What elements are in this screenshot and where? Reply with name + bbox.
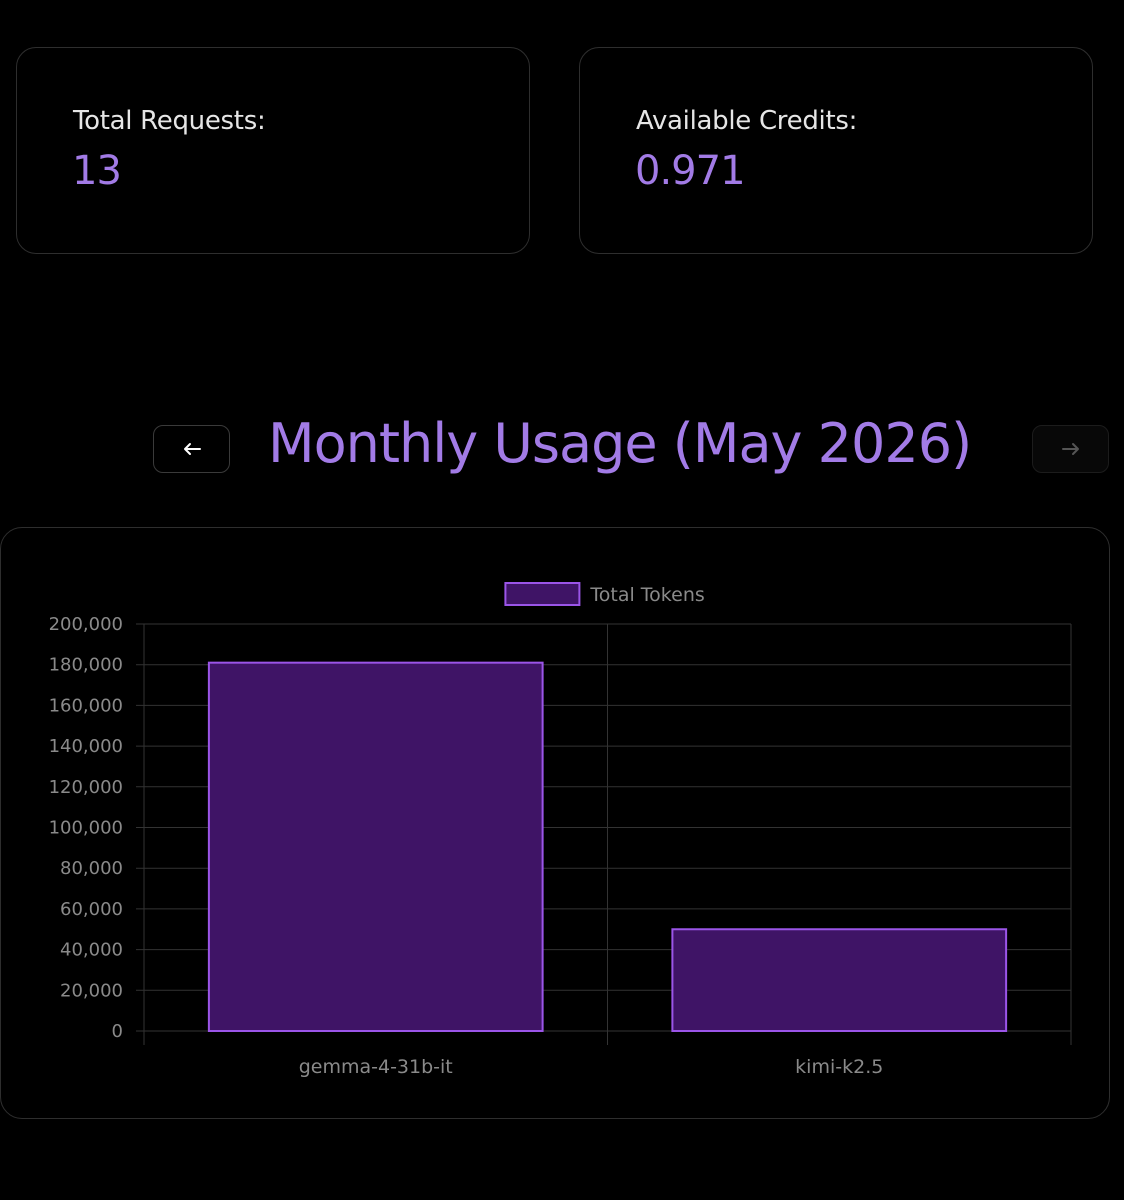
y-tick-label: 120,000 bbox=[49, 777, 123, 798]
y-tick-label: 40,000 bbox=[60, 940, 123, 961]
y-tick-label: 80,000 bbox=[60, 858, 123, 879]
y-tick-label: 60,000 bbox=[60, 899, 123, 920]
y-tick-label: 0 bbox=[112, 1021, 123, 1042]
total-requests-card: Total Requests: 13 bbox=[16, 47, 530, 254]
arrow-left-icon bbox=[183, 443, 201, 455]
arrow-right-icon bbox=[1061, 443, 1079, 455]
x-tick-label: kimi-k2.5 bbox=[795, 1056, 883, 1078]
token-usage-bar-chart: 0 20,000 40,000 60,000 80,000 100,000 120,000 1… bbox=[49, 582, 1072, 1078]
available-credits-label: Available Credits: bbox=[636, 106, 858, 136]
available-credits-card: Available Credits: 0.971 bbox=[579, 47, 1093, 254]
total-requests-label: Total Requests: bbox=[73, 106, 266, 136]
total-requests-value: 13 bbox=[72, 148, 122, 194]
available-credits-value: 0.971 bbox=[635, 148, 746, 194]
previous-month-button[interactable] bbox=[153, 425, 230, 473]
bar-gemma-4-31b-it bbox=[207, 661, 544, 1032]
monthly-usage-chart-card: 0 20,000 40,000 60,000 80,000 100,000 120,000 1… bbox=[0, 527, 1110, 1119]
legend-swatch bbox=[504, 582, 581, 606]
bar-kimi-k2.5 bbox=[671, 928, 1008, 1032]
y-tick-label: 140,000 bbox=[49, 736, 123, 757]
legend-label: Total Tokens bbox=[589, 584, 704, 606]
y-tick-label: 200,000 bbox=[49, 614, 123, 635]
x-tick-label: gemma-4-31b-it bbox=[299, 1056, 453, 1078]
y-tick-label: 160,000 bbox=[49, 695, 123, 716]
y-tick-label: 180,000 bbox=[49, 655, 123, 676]
next-month-button[interactable] bbox=[1032, 425, 1109, 473]
y-tick-label: 100,000 bbox=[49, 818, 123, 839]
monthly-usage-title: Monthly Usage (May 2026) bbox=[268, 412, 972, 475]
y-tick-label: 20,000 bbox=[60, 980, 123, 1001]
